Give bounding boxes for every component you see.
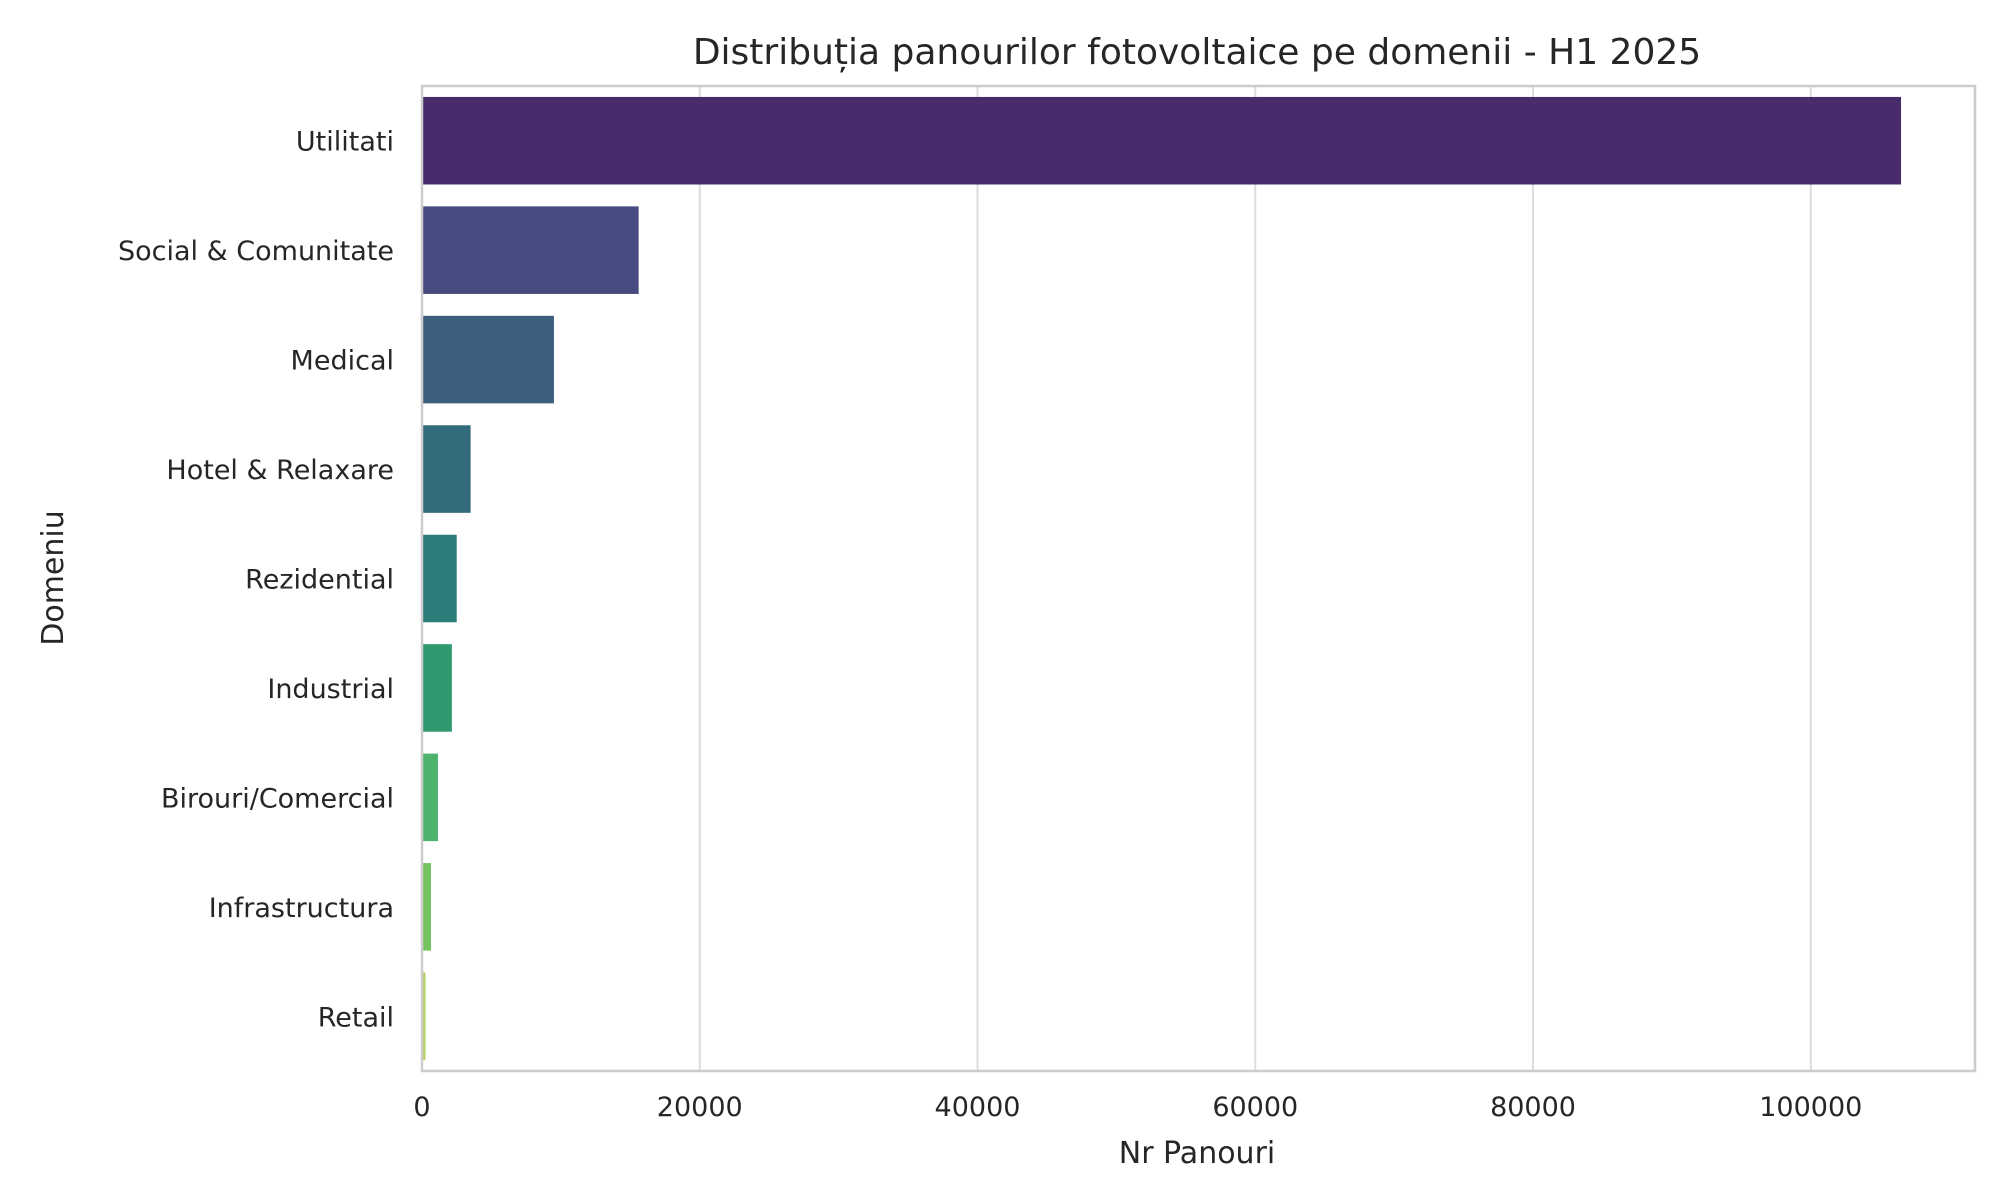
bar-utilitati [422,96,1902,185]
y-axis-label: Domeniu [36,510,71,646]
bar-medical [422,315,554,404]
y-tick-label: Infrastructura [209,893,394,924]
x-tick-label: 100000 [1759,1092,1862,1123]
y-tick-label: Utilitati [296,127,394,158]
x-tick-label: 0 [413,1092,430,1123]
x-tick-label: 80000 [1490,1092,1576,1123]
y-tick-label: Medical [291,346,394,377]
y-tick-label: Industrial [267,674,394,705]
y-tick-label: Social & Comunitate [118,236,394,267]
x-axis-label: Nr Panouri [1119,1136,1276,1171]
x-tick-label: 60000 [1212,1092,1298,1123]
bar-industrial [422,644,452,732]
y-tick-label: Hotel & Relaxare [166,455,394,486]
bar-hotel-relaxare [422,425,471,513]
bar-social-comunitate [422,206,639,294]
bars [422,96,1902,1061]
y-tick-label: Retail [318,1002,394,1033]
bar-rezidential [422,534,457,623]
y-tick-labels: Utilitati Social & Comunitate Medical Hotel… [118,127,394,1034]
bar-birouri-comercial [422,753,438,842]
plot-frame [420,84,1977,1073]
x-tick-labels: 0 20000 40000 60000 80000 100000 [413,1092,1862,1123]
x-tick-label: 20000 [657,1092,743,1123]
bar-infrastructura [422,863,432,951]
chart-title: Distribuția panourilor fotovoltaice pe d… [693,32,1701,73]
x-tick-label: 40000 [935,1092,1021,1123]
y-tick-label: Birouri/Comercial [161,783,394,814]
bar-retail [422,972,426,1061]
y-tick-label: Rezidential [245,565,394,596]
